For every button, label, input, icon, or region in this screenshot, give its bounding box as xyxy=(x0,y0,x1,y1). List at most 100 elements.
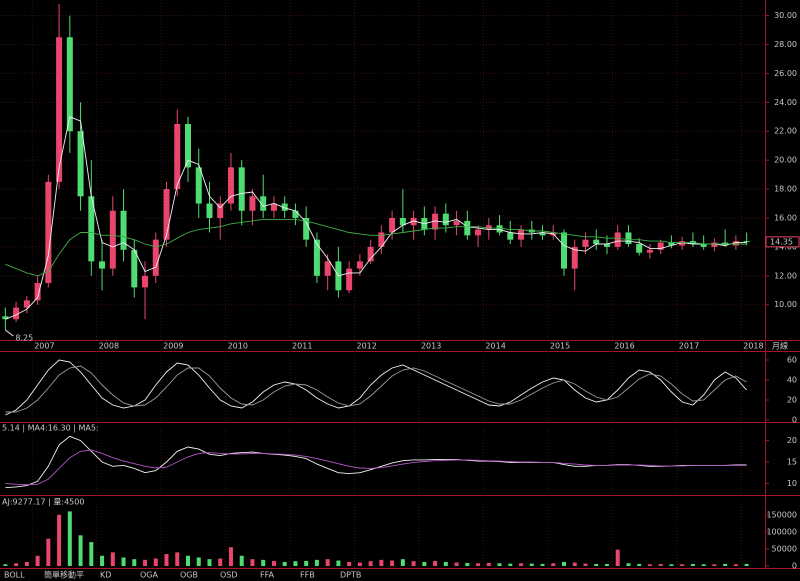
volume-bar xyxy=(271,560,276,566)
tab[interactable]: DPTB xyxy=(340,571,361,580)
low-label: 8.25 xyxy=(15,334,33,343)
y-tick-label: 20.00 xyxy=(774,156,797,165)
y-tick-label: 24.00 xyxy=(774,98,797,107)
volume-bar xyxy=(196,557,201,566)
volume-bar xyxy=(497,563,502,566)
volume-bar xyxy=(347,561,352,566)
tab[interactable]: KD xyxy=(100,571,111,580)
candle-body xyxy=(614,232,621,247)
candle-body xyxy=(561,232,567,269)
candle-body xyxy=(99,261,106,269)
y-tick-label: 40 xyxy=(787,376,797,385)
volume-bar xyxy=(153,558,158,566)
tab[interactable]: OSD xyxy=(220,571,238,580)
x-tick-label: 2014 xyxy=(485,342,505,351)
tab[interactable]: BOLL xyxy=(4,571,25,580)
volume-bar xyxy=(24,561,29,566)
candle-body xyxy=(77,131,84,197)
volume-bar xyxy=(615,549,620,566)
candle-body xyxy=(625,232,632,245)
y-tick-label: 16.00 xyxy=(774,213,797,222)
candle-body xyxy=(23,300,30,308)
candle-body xyxy=(260,196,267,211)
x-tick-label: 2017 xyxy=(679,342,699,351)
candle-body xyxy=(399,217,406,226)
tab[interactable]: OGB xyxy=(180,571,198,580)
candle-body xyxy=(571,246,578,269)
candle-body xyxy=(270,203,277,211)
candle-body xyxy=(34,283,41,301)
candle-body xyxy=(475,229,482,236)
candle-body xyxy=(700,244,707,247)
x-tick-label: 2016 xyxy=(614,342,634,351)
indicator-line xyxy=(5,218,747,277)
volume-bar xyxy=(690,563,695,566)
volume-bar xyxy=(3,564,8,566)
candle-body xyxy=(217,203,224,218)
candle-body xyxy=(174,124,181,190)
volume-bar xyxy=(486,562,491,566)
volume-bar xyxy=(89,542,94,566)
volume-bar xyxy=(57,514,62,566)
last-price-box xyxy=(765,236,800,248)
volume-bar xyxy=(357,562,362,566)
volume-bar xyxy=(261,559,266,566)
volume-bar xyxy=(110,552,115,566)
volume-bar xyxy=(250,559,255,566)
candle-body xyxy=(313,239,320,276)
volume-bar xyxy=(733,564,738,566)
candle-body xyxy=(732,241,739,246)
volume-bar xyxy=(647,564,652,566)
volume-bar xyxy=(551,563,556,566)
candle-body xyxy=(120,210,127,250)
candle-body xyxy=(292,210,299,218)
volume-bar xyxy=(143,559,148,566)
volume-bar xyxy=(186,555,190,566)
candle-body xyxy=(185,124,191,168)
candle-body xyxy=(56,37,63,182)
candle-body xyxy=(45,181,52,284)
tab[interactable]: OGA xyxy=(140,571,158,580)
volume-bar xyxy=(400,559,405,566)
candle-body xyxy=(109,210,116,269)
volume-bar xyxy=(669,564,674,566)
candle-body xyxy=(657,242,664,250)
tab[interactable]: FFA xyxy=(260,571,274,580)
candle-body xyxy=(142,275,149,288)
volume-bar xyxy=(680,564,685,566)
volume-bar xyxy=(443,561,448,566)
candle-body xyxy=(227,167,234,204)
volume-bar xyxy=(121,557,126,566)
tab[interactable]: 簡單移動平 xyxy=(44,570,84,580)
x-tick-label: 2009 xyxy=(163,342,183,351)
low-marker xyxy=(5,329,14,337)
y-tick-label: 60 xyxy=(787,356,797,365)
volume-bar xyxy=(67,511,72,566)
volume-bar xyxy=(218,558,223,566)
indicator-line xyxy=(5,435,747,489)
volume-bar xyxy=(132,559,137,566)
candle-body xyxy=(646,249,653,253)
candle-body xyxy=(410,217,417,226)
candle-body xyxy=(518,229,525,240)
candle-body xyxy=(131,249,138,288)
volume-bar xyxy=(14,563,19,566)
candle-body xyxy=(442,213,449,226)
tab[interactable]: FFB xyxy=(300,571,315,580)
candle-body xyxy=(432,213,439,230)
y-tick-label: 10 xyxy=(787,479,797,488)
candle-body xyxy=(464,220,471,236)
panel-label: 月線 xyxy=(772,341,788,351)
y-tick-label: 100000 xyxy=(766,527,797,536)
candle-body xyxy=(303,217,310,240)
volume-bar xyxy=(282,561,287,566)
volume-bar xyxy=(519,563,524,566)
y-tick-label: 150000 xyxy=(766,510,797,519)
y-tick-label: 22.00 xyxy=(774,127,797,136)
candle-body xyxy=(539,232,546,236)
volume-bar xyxy=(540,563,545,566)
volume-bar xyxy=(712,564,717,566)
x-tick-label: 2011 xyxy=(292,342,312,351)
y-tick-label: 15 xyxy=(787,458,797,467)
